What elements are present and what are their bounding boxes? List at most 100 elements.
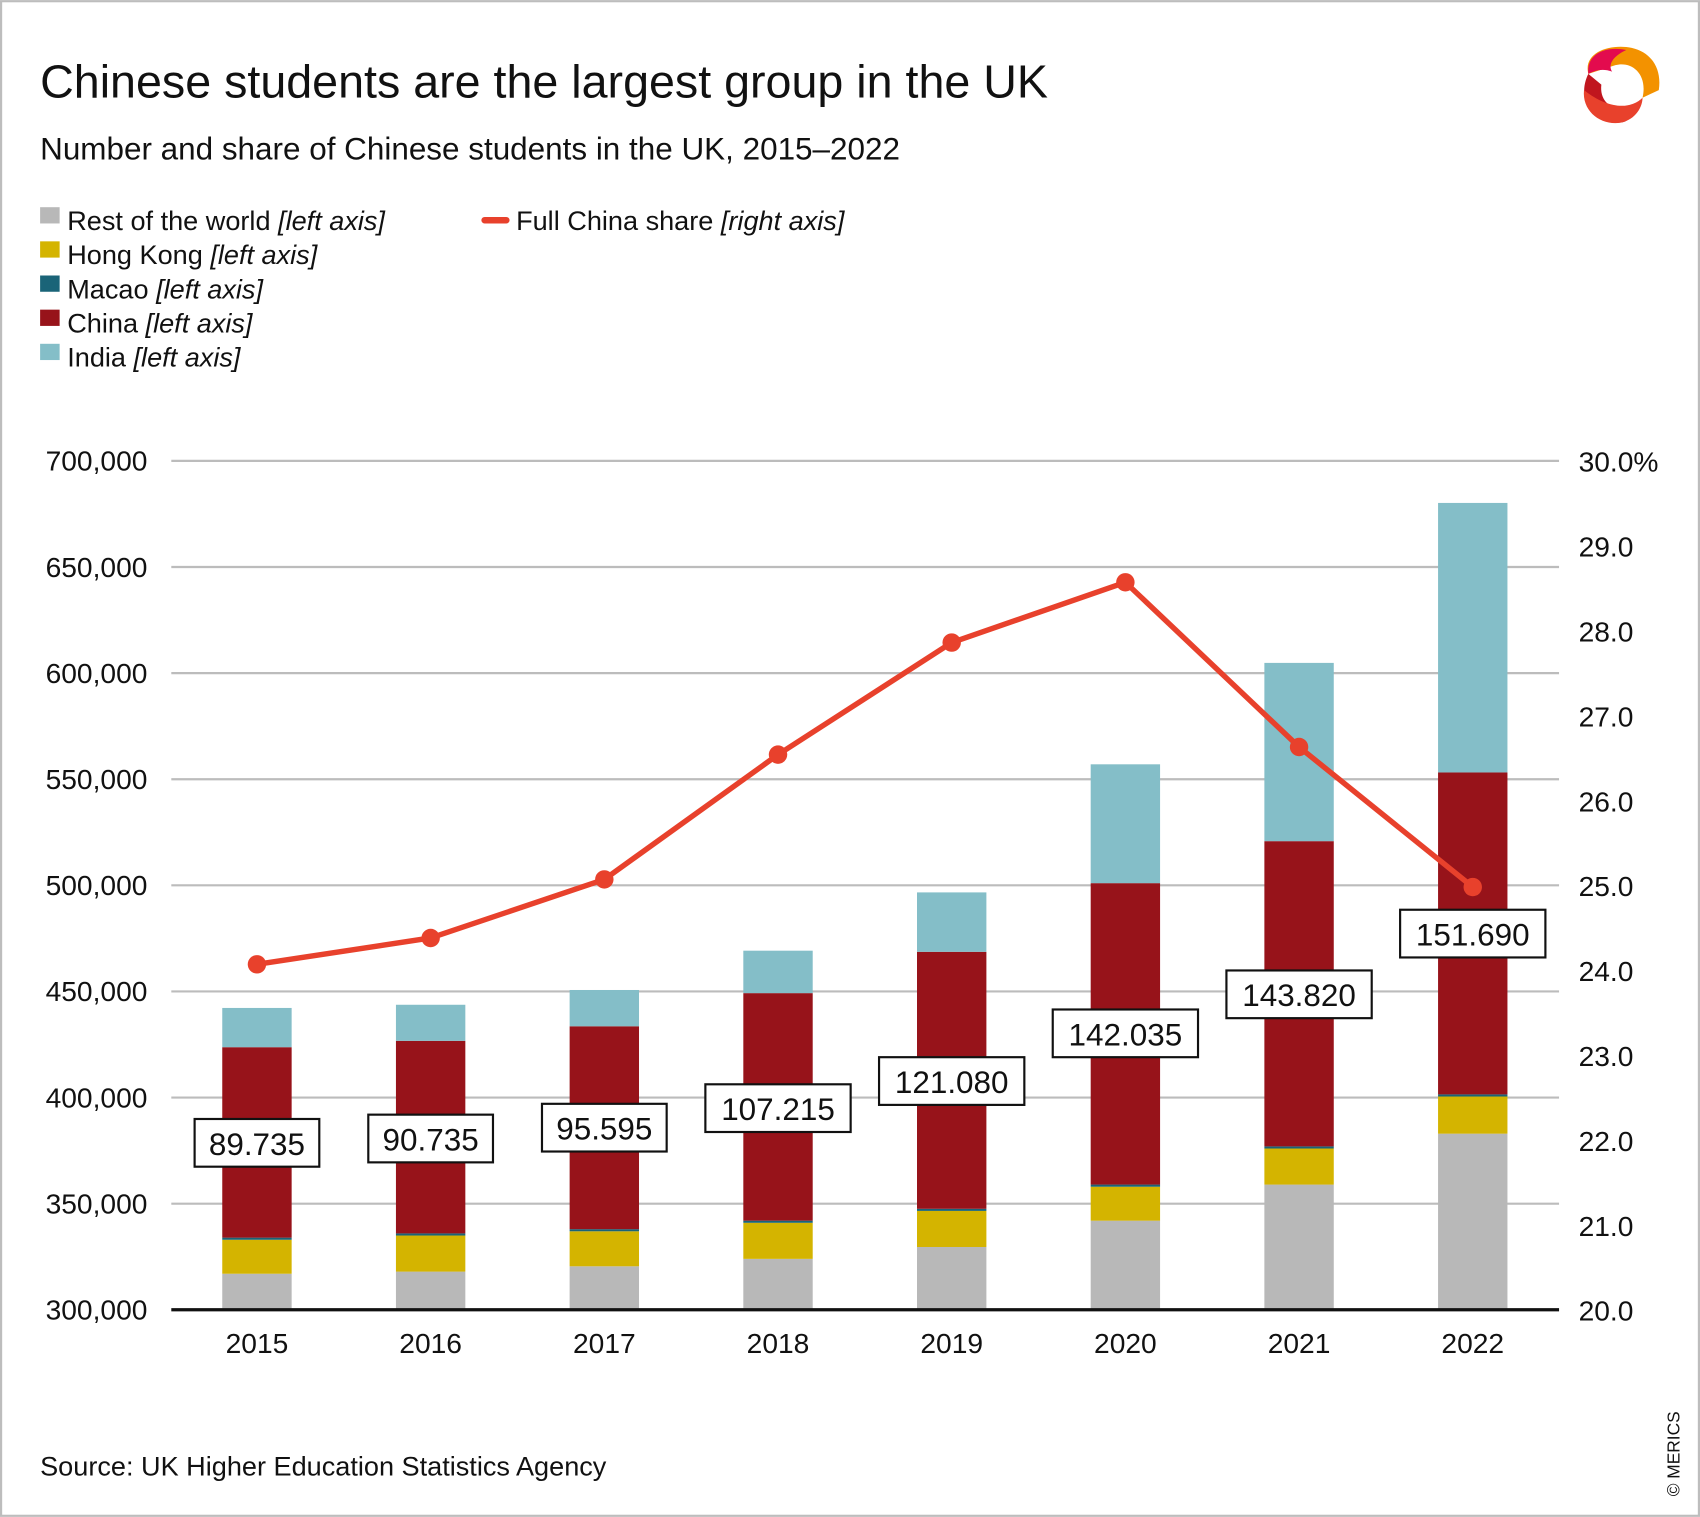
left-tick-label: 650,000 [46,551,148,583]
data-label: 90.735 [383,1122,479,1157]
data-label-box [367,1113,495,1164]
bar-rest-2015 [222,1273,292,1310]
share-line [247,573,1482,974]
bar-hongkong-2019 [917,1210,987,1247]
right-tick-label: 22.0 [1579,1125,1634,1157]
legend-axis-note: [left axis] [133,342,242,373]
data-label-box [540,1102,668,1153]
bar-hongkong-2017 [569,1231,640,1267]
left-axis: 300,000 350,000 400,000 450,000 500,000 550,0… [46,445,148,1326]
right-tick-label: 29.0 [1579,531,1634,563]
x-tick-label: 2020 [1094,1327,1157,1359]
left-tick-label: 700,000 [46,445,148,477]
bar-macao-2015 [222,1237,292,1240]
bar-india-2022 [1438,502,1508,773]
bar-india-2015 [222,1007,292,1048]
share-point-2015 [247,955,267,974]
legend-label: Hong Kong [67,239,203,270]
legend-swatch-macao [40,275,60,292]
left-tick-label: 400,000 [46,1081,148,1113]
legend-item-hongkong: Hong Kong [left axis] [67,239,318,270]
legend-item-china: China [left axis] [67,307,254,338]
share-point-2019 [942,633,961,652]
copyright: © MERICS [1663,1411,1683,1496]
x-tick-label: 2016 [399,1327,462,1359]
bar-macao-2022 [1438,1094,1508,1097]
left-tick-label: 600,000 [46,657,148,689]
share-point-2020 [1116,573,1135,592]
data-label: 121.080 [895,1065,1009,1100]
bar-rest-2018 [743,1258,813,1310]
legend-label: Full China share [516,205,713,236]
share-point-2018 [768,745,788,764]
bar-macao-2021 [1264,1146,1334,1149]
bar-hongkong-2016 [395,1235,466,1272]
legend-axis-note: [left axis] [145,307,254,338]
x-tick-label: 2015 [226,1327,289,1359]
right-tick-label: 20.0 [1579,1295,1634,1327]
data-label-box [1051,1008,1200,1059]
x-tick-label: 2017 [573,1327,636,1359]
legend-item-india: India [left axis] [67,342,242,373]
data-label-box [1225,969,1373,1020]
legend-label: India [67,342,127,373]
bar-macao-2019 [917,1208,987,1211]
bar-macao-2020 [1090,1184,1161,1187]
legend: Rest of the world [left axis]Hong Kong [… [40,205,846,373]
bar-hongkong-2015 [222,1239,292,1274]
legend-item-macao: Macao [left axis] [67,273,264,304]
bar-rest-2021 [1264,1184,1334,1310]
bar-macao-2016 [395,1233,466,1236]
legend-label: Macao [67,273,148,304]
legend-label: Rest of the world [67,205,270,236]
legend-swatch-hongkong [40,241,60,258]
data-labels: 89.735 90.735 95.595 107.215 121.080 142.035 1… [193,908,1547,1168]
source-note: Source: UK Higher Education Statistics A… [40,1451,607,1482]
right-tick-label: 27.0 [1579,700,1634,732]
legend-item-share_line: Full China share [right axis] [516,205,846,236]
legend-axis-note: [left axis] [277,205,386,236]
bar-macao-2018 [743,1220,813,1223]
bar-rest-2019 [917,1246,987,1310]
right-tick-label: 25.0 [1579,870,1634,902]
right-tick-label: 24.0 [1579,955,1634,987]
left-tick-label: 500,000 [46,869,148,901]
bar-rest-2020 [1090,1220,1161,1310]
right-tick-label: 23.0 [1579,1040,1634,1072]
x-tick-label: 2022 [1441,1327,1504,1359]
share-point-2021 [1289,737,1309,757]
bar-india-2020 [1090,764,1161,884]
left-tick-label: 550,000 [46,763,148,795]
right-tick-label: 28.0 [1579,616,1634,648]
bar-rest-2017 [569,1266,640,1310]
share-point-2017 [595,870,614,889]
share-point-2022 [1463,877,1482,897]
data-label-box [1399,908,1547,959]
left-tick-label: 300,000 [46,1294,148,1326]
legend-swatch-china [40,309,60,326]
legend-label: China [67,307,139,338]
data-label-box [877,1056,1026,1106]
bar-hongkong-2020 [1090,1186,1161,1221]
legend-swatch-india [40,343,60,361]
legend-item-rest: Rest of the world [left axis] [67,205,386,236]
data-label: 95.595 [556,1112,652,1147]
right-axis: 20.0 21.0 22.0 23.0 24.0 25.0 26.0 27.0 28.0 29.0… [1579,446,1659,1327]
bar-india-2018 [743,950,813,994]
x-axis: 2015 2016 2017 2018 2019 2020 2021 2022 [226,1327,1504,1359]
bar-hongkong-2022 [1438,1096,1508,1134]
share-point-2016 [421,928,440,948]
left-tick-label: 350,000 [46,1187,148,1219]
data-label-box [704,1083,852,1134]
bar-india-2016 [395,1004,466,1041]
bar-macao-2017 [569,1229,640,1232]
data-label: 89.735 [209,1127,305,1162]
left-tick-label: 450,000 [46,975,148,1007]
data-label: 107.215 [721,1092,835,1127]
bar-rest-2022 [1438,1133,1508,1310]
bar-hongkong-2021 [1264,1148,1334,1185]
right-tick-label: 30.0% [1579,446,1659,478]
chart-title: Chinese students are the largest group i… [40,56,1048,108]
x-tick-label: 2019 [920,1327,983,1359]
